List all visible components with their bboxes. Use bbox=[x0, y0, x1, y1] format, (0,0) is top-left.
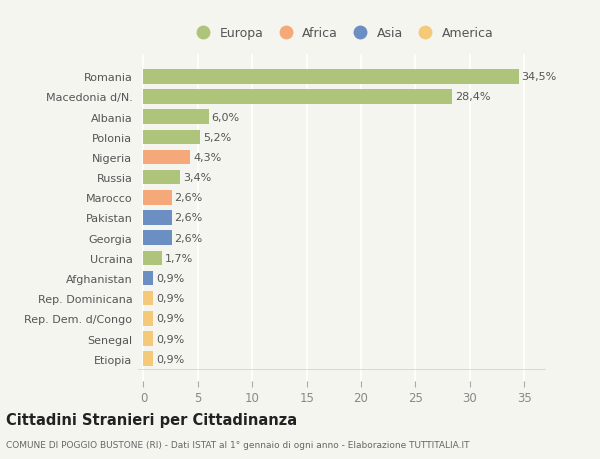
Text: 0,9%: 0,9% bbox=[156, 274, 184, 283]
Bar bbox=[143, 311, 153, 326]
Text: 6,0%: 6,0% bbox=[211, 112, 239, 123]
Bar bbox=[143, 151, 190, 165]
Text: 3,4%: 3,4% bbox=[183, 173, 211, 183]
Text: 0,9%: 0,9% bbox=[156, 354, 184, 364]
Text: 2,6%: 2,6% bbox=[175, 193, 203, 203]
Text: 0,9%: 0,9% bbox=[156, 294, 184, 303]
Bar bbox=[143, 352, 153, 366]
Text: 1,7%: 1,7% bbox=[164, 253, 193, 263]
Text: 34,5%: 34,5% bbox=[521, 72, 557, 82]
Bar bbox=[143, 291, 153, 306]
Bar bbox=[143, 211, 172, 225]
Text: 28,4%: 28,4% bbox=[455, 92, 491, 102]
Text: COMUNE DI POGGIO BUSTONE (RI) - Dati ISTAT al 1° gennaio di ogni anno - Elaboraz: COMUNE DI POGGIO BUSTONE (RI) - Dati IST… bbox=[6, 441, 470, 449]
Legend: Europa, Africa, Asia, America: Europa, Africa, Asia, America bbox=[185, 22, 499, 45]
Bar bbox=[143, 331, 153, 346]
Bar bbox=[143, 171, 181, 185]
Bar bbox=[143, 271, 153, 285]
Text: 0,9%: 0,9% bbox=[156, 313, 184, 324]
Bar bbox=[143, 231, 172, 246]
Text: Cittadini Stranieri per Cittadinanza: Cittadini Stranieri per Cittadinanza bbox=[6, 413, 297, 428]
Bar bbox=[143, 70, 519, 84]
Bar bbox=[143, 130, 200, 145]
Bar bbox=[143, 190, 172, 205]
Text: 4,3%: 4,3% bbox=[193, 153, 221, 162]
Text: 0,9%: 0,9% bbox=[156, 334, 184, 344]
Text: 2,6%: 2,6% bbox=[175, 213, 203, 223]
Text: 2,6%: 2,6% bbox=[175, 233, 203, 243]
Bar bbox=[143, 90, 452, 105]
Text: 5,2%: 5,2% bbox=[203, 133, 231, 142]
Bar bbox=[143, 110, 209, 125]
Bar bbox=[143, 251, 162, 265]
